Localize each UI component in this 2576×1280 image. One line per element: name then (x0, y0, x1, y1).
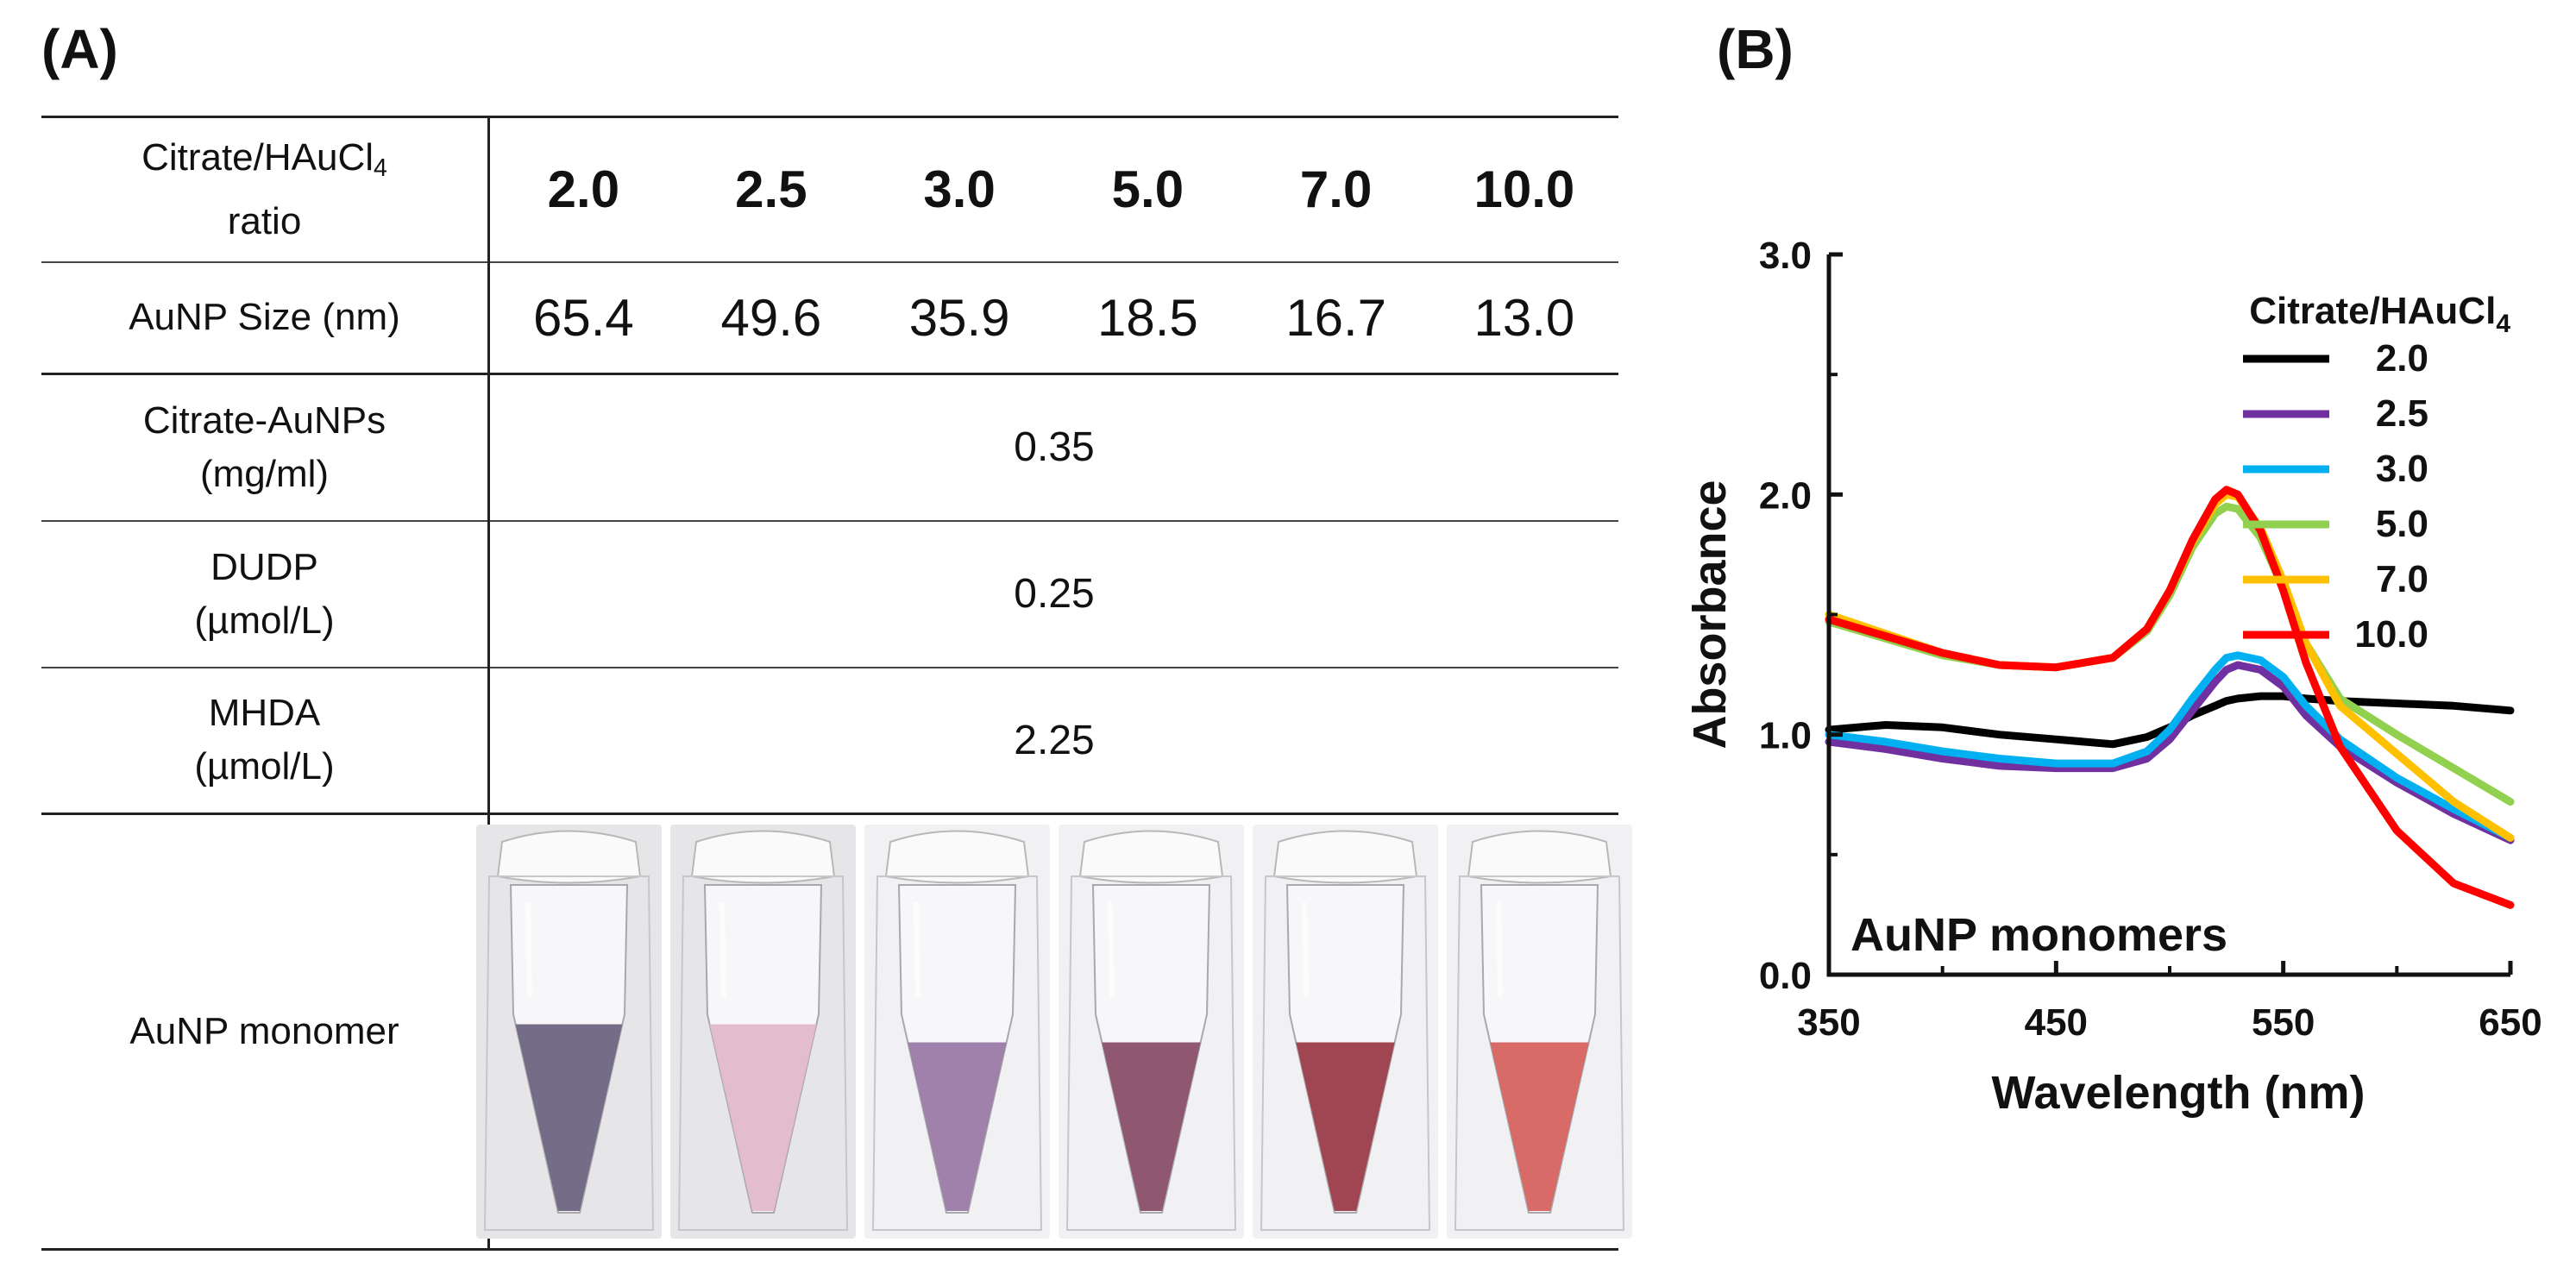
vial-cap (496, 830, 642, 884)
y-tick-label: 1.0 (1759, 715, 1812, 757)
vial-cap (1467, 830, 1612, 884)
mhda-row: MHDA (µmol/L) 2.25 (41, 667, 1618, 814)
vial-cap (1078, 830, 1224, 884)
vial-outer-tube (483, 875, 655, 1231)
legend-label: 3.0 (2376, 448, 2428, 490)
synthesis-table: Citrate/HAuCl4 ratio 2.0 2.5 3.0 5.0 7.0… (41, 116, 1632, 1251)
mhda-label-cell: MHDA (µmol/L) (41, 667, 490, 814)
vial-cap (884, 830, 1030, 884)
vial-highlight (1496, 901, 1503, 998)
dudp-label-1: DUDP (210, 545, 318, 588)
dudp-label-cell: DUDP (µmol/L) (41, 520, 490, 668)
vial-highlight (525, 901, 532, 998)
vial-image (1447, 825, 1632, 1239)
vial-photo-cell (476, 814, 1632, 1250)
series-line-3.0 (1825, 651, 2515, 842)
citrate-value: 0.35 (1014, 424, 1095, 471)
ratio-value: 3.0 (923, 160, 996, 219)
x-tick-label: 650 (2479, 1001, 2541, 1044)
vial-drawing (1447, 825, 1632, 1239)
y-tick-label: 0.0 (1759, 955, 1812, 997)
legend-label: 10.0 (2354, 613, 2428, 656)
vial-outer-tube (871, 875, 1043, 1231)
vial-drawing (864, 825, 1050, 1239)
x-tick-label: 350 (1797, 1001, 1860, 1044)
vial-drawing (1253, 825, 1438, 1239)
monomer-label: AuNP monomer (41, 813, 490, 1250)
citrate-row: Citrate-AuNPs (mg/ml) 0.35 (41, 373, 1618, 521)
vial-drawing (1059, 825, 1244, 1239)
vial-highlight (1302, 901, 1309, 998)
size-value: 49.6 (720, 288, 822, 347)
mhda-label-2: (µmol/L) (194, 745, 335, 788)
y-tick-label: 3.0 (1759, 235, 1812, 277)
x-tick-label: 550 (2252, 1001, 2315, 1044)
ratio-row: Citrate/HAuCl4 ratio 2.0 2.5 3.0 5.0 7.0… (41, 116, 1618, 262)
vial-liquid (1102, 1042, 1201, 1211)
chart-annotation: AuNP monomers (1850, 909, 2227, 961)
ratio-label-sub: 4 (374, 154, 387, 182)
vial-outer-tube (677, 875, 849, 1231)
legend-label: 2.5 (2376, 392, 2428, 435)
vial-image (864, 825, 1050, 1239)
vial-highlight (914, 901, 920, 998)
y-axis-label: Absorbance (1684, 480, 1736, 749)
vial-highlight (719, 901, 726, 998)
vial-cap (1272, 830, 1418, 884)
monomer-row: AuNP monomer (41, 813, 1632, 1250)
vial-liquid (1490, 1042, 1589, 1211)
dudp-label-2: (µmol/L) (194, 599, 335, 642)
citrate-label-1: Citrate-AuNPs (142, 398, 386, 442)
size-value: 65.4 (532, 288, 634, 347)
ratio-label-main: Citrate/HAuCl (141, 135, 374, 179)
vial-cap (690, 830, 836, 884)
absorbance-chart: 0.0 1.0 2.0 3.0 350 450 550 650 Wavelength (nm) A… (1684, 235, 2542, 1119)
vial-image (1059, 825, 1244, 1239)
panel-b-label: (B) (1717, 18, 1794, 80)
size-row: AuNP Size (nm) 65.4 49.6 35.9 18.5 16.7 … (41, 261, 1618, 374)
vial-photo-strip (476, 816, 1632, 1247)
vial-liquid (908, 1042, 1007, 1211)
vial-outer-tube (1065, 875, 1237, 1231)
legend-label: 2.0 (2376, 337, 2428, 380)
series-line-10.0 (1825, 486, 2515, 909)
ratio-label-line2: ratio (227, 199, 302, 242)
vial-outer-tube (1454, 875, 1625, 1231)
vial-drawing (670, 825, 856, 1239)
ratio-value: 2.0 (547, 160, 620, 219)
vial-image (670, 825, 856, 1239)
ratio-value: 10.0 (1473, 160, 1575, 219)
mhda-value: 2.25 (1014, 717, 1095, 763)
dudp-row: DUDP (µmol/L) 0.25 (41, 520, 1618, 668)
ratio-value: 2.5 (735, 160, 807, 219)
dudp-value: 0.25 (1014, 571, 1095, 617)
ratio-value: 5.0 (1111, 160, 1184, 219)
x-tick-label: 450 (2025, 1001, 2088, 1044)
vial-liquid (1296, 1042, 1395, 1211)
mhda-label-1: MHDA (208, 692, 321, 735)
vial-image (1253, 825, 1438, 1239)
y-tick-label: 2.0 (1759, 474, 1812, 517)
size-value: 18.5 (1096, 288, 1198, 347)
size-value: 35.9 (908, 288, 1010, 347)
vial-highlight (1108, 901, 1115, 998)
x-axis-label: Wavelength (nm) (1991, 1067, 2365, 1119)
size-value: 13.0 (1473, 288, 1575, 347)
vial-liquid (709, 1024, 817, 1211)
vial-image (476, 825, 662, 1239)
legend-label: 7.0 (2376, 558, 2428, 600)
citrate-label-cell: Citrate-AuNPs (mg/ml) (41, 373, 490, 521)
size-label: AuNP Size (nm) (41, 261, 490, 374)
ratio-value: 7.0 (1299, 160, 1373, 219)
legend-title: Citrate/HAuCl4 (2249, 290, 2510, 338)
panel-a-label: (A) (41, 18, 118, 80)
ratio-label-cell: Citrate/HAuCl4 ratio (41, 116, 490, 262)
vial-outer-tube (1260, 875, 1431, 1231)
legend-label: 5.0 (2376, 503, 2428, 545)
vial-drawing (476, 825, 662, 1239)
citrate-label-2: (mg/ml) (199, 452, 330, 495)
vial-liquid (515, 1024, 623, 1211)
size-value: 16.7 (1285, 288, 1387, 347)
